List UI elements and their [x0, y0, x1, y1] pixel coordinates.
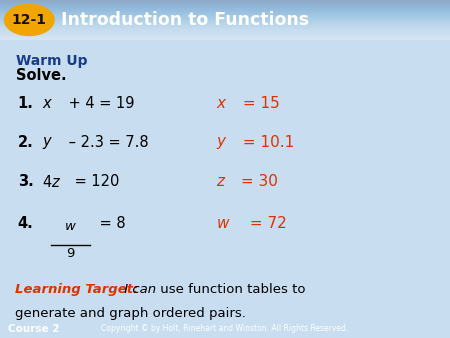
- Text: 4.: 4.: [18, 216, 33, 231]
- Ellipse shape: [4, 4, 54, 35]
- Text: $x$: $x$: [42, 96, 53, 111]
- Text: 1.: 1.: [18, 96, 34, 111]
- Text: 4$z$: 4$z$: [42, 174, 61, 190]
- Text: = 10.1: = 10.1: [238, 135, 294, 150]
- Text: = 120: = 120: [70, 174, 120, 189]
- Text: Course 2: Course 2: [8, 323, 59, 334]
- Text: $y$: $y$: [216, 135, 228, 151]
- Text: Warm Up: Warm Up: [16, 54, 88, 68]
- Text: Introduction to Functions: Introduction to Functions: [61, 11, 309, 29]
- Text: Learning Target:: Learning Target:: [15, 283, 139, 295]
- Text: = 15: = 15: [238, 96, 280, 111]
- Text: I can: I can: [121, 283, 157, 295]
- Text: + 4 = 19: + 4 = 19: [64, 96, 134, 111]
- Text: $w$: $w$: [216, 216, 231, 231]
- Text: $z$: $z$: [216, 174, 226, 189]
- Text: $w$: $w$: [64, 220, 77, 233]
- Text: use function tables to: use function tables to: [157, 283, 306, 295]
- Text: Copyright © by Holt, Rinehart and Winston. All Rights Reserved.: Copyright © by Holt, Rinehart and Winsto…: [101, 324, 349, 333]
- Text: – 2.3 = 7.8: – 2.3 = 7.8: [64, 135, 148, 150]
- Text: generate and graph ordered pairs.: generate and graph ordered pairs.: [15, 307, 246, 320]
- Text: 3.: 3.: [18, 174, 33, 189]
- Text: 9: 9: [66, 247, 75, 260]
- Text: 2.: 2.: [18, 135, 33, 150]
- Text: $x$: $x$: [216, 96, 228, 111]
- Text: $y$: $y$: [42, 135, 53, 151]
- Text: = 8: = 8: [94, 216, 125, 231]
- Text: Solve.: Solve.: [16, 68, 67, 82]
- Text: = 72: = 72: [245, 216, 287, 231]
- Text: 12-1: 12-1: [12, 13, 47, 27]
- Text: = 30: = 30: [236, 174, 278, 189]
